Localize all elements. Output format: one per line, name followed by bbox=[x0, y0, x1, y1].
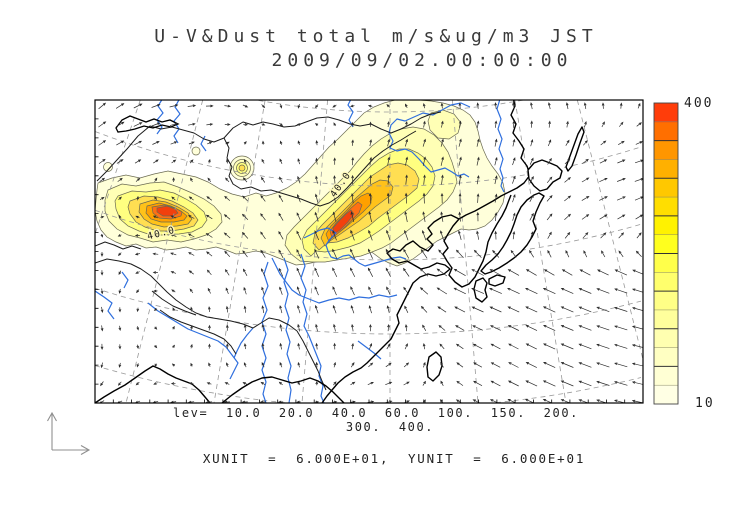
coastline bbox=[95, 365, 211, 403]
map-frame bbox=[94, 99, 644, 404]
coastline bbox=[321, 214, 460, 403]
colorbar-min-label: 10 bbox=[695, 396, 715, 411]
plot-datetime: 2009/09/02.00:00:00 bbox=[271, 50, 573, 71]
river bbox=[271, 257, 398, 304]
vector-units-label: XUNIT = 6.000E+01, YUNIT = 6.000E+01 bbox=[202, 451, 586, 466]
river bbox=[121, 271, 129, 289]
border-line bbox=[95, 258, 298, 332]
river bbox=[173, 100, 181, 144]
river bbox=[496, 100, 505, 193]
river bbox=[95, 290, 115, 320]
plot-title: U-V&Dust total m/s&ug/m3 JST bbox=[154, 26, 598, 47]
coastline bbox=[221, 376, 345, 403]
river bbox=[233, 327, 254, 359]
xunit-arrow bbox=[52, 445, 91, 455]
river bbox=[388, 102, 471, 178]
border-line bbox=[151, 290, 197, 316]
island bbox=[488, 274, 506, 287]
wind-vectors bbox=[98, 102, 643, 403]
river bbox=[357, 340, 382, 360]
island bbox=[527, 159, 563, 192]
island bbox=[565, 126, 585, 172]
lakes bbox=[115, 115, 180, 133]
border-line bbox=[223, 130, 417, 207]
coastline bbox=[442, 100, 531, 288]
lake-balkhash bbox=[115, 115, 180, 133]
river bbox=[300, 253, 325, 403]
islands bbox=[426, 126, 585, 382]
island bbox=[473, 277, 488, 303]
colorbar bbox=[653, 102, 679, 405]
coastlines bbox=[95, 100, 531, 403]
river bbox=[283, 257, 292, 403]
river bbox=[347, 100, 354, 128]
island bbox=[426, 351, 443, 382]
national-borders bbox=[95, 111, 442, 391]
island bbox=[480, 192, 545, 275]
rivers bbox=[95, 100, 505, 403]
colorbar-max-label: 400 bbox=[684, 96, 714, 111]
border-line bbox=[159, 309, 237, 355]
yunit-arrow bbox=[47, 411, 57, 450]
vector-legend-arrows bbox=[47, 411, 91, 455]
border-line bbox=[95, 241, 142, 250]
river bbox=[261, 261, 269, 403]
contour-levels-label-line1: lev= 10.0 20.0 40.0 60.0 100. 150. 200. bbox=[173, 406, 579, 420]
river bbox=[303, 227, 407, 267]
contour-levels-label-line2: 300. 400. bbox=[345, 420, 435, 434]
border-line bbox=[296, 330, 327, 391]
river bbox=[147, 302, 239, 380]
